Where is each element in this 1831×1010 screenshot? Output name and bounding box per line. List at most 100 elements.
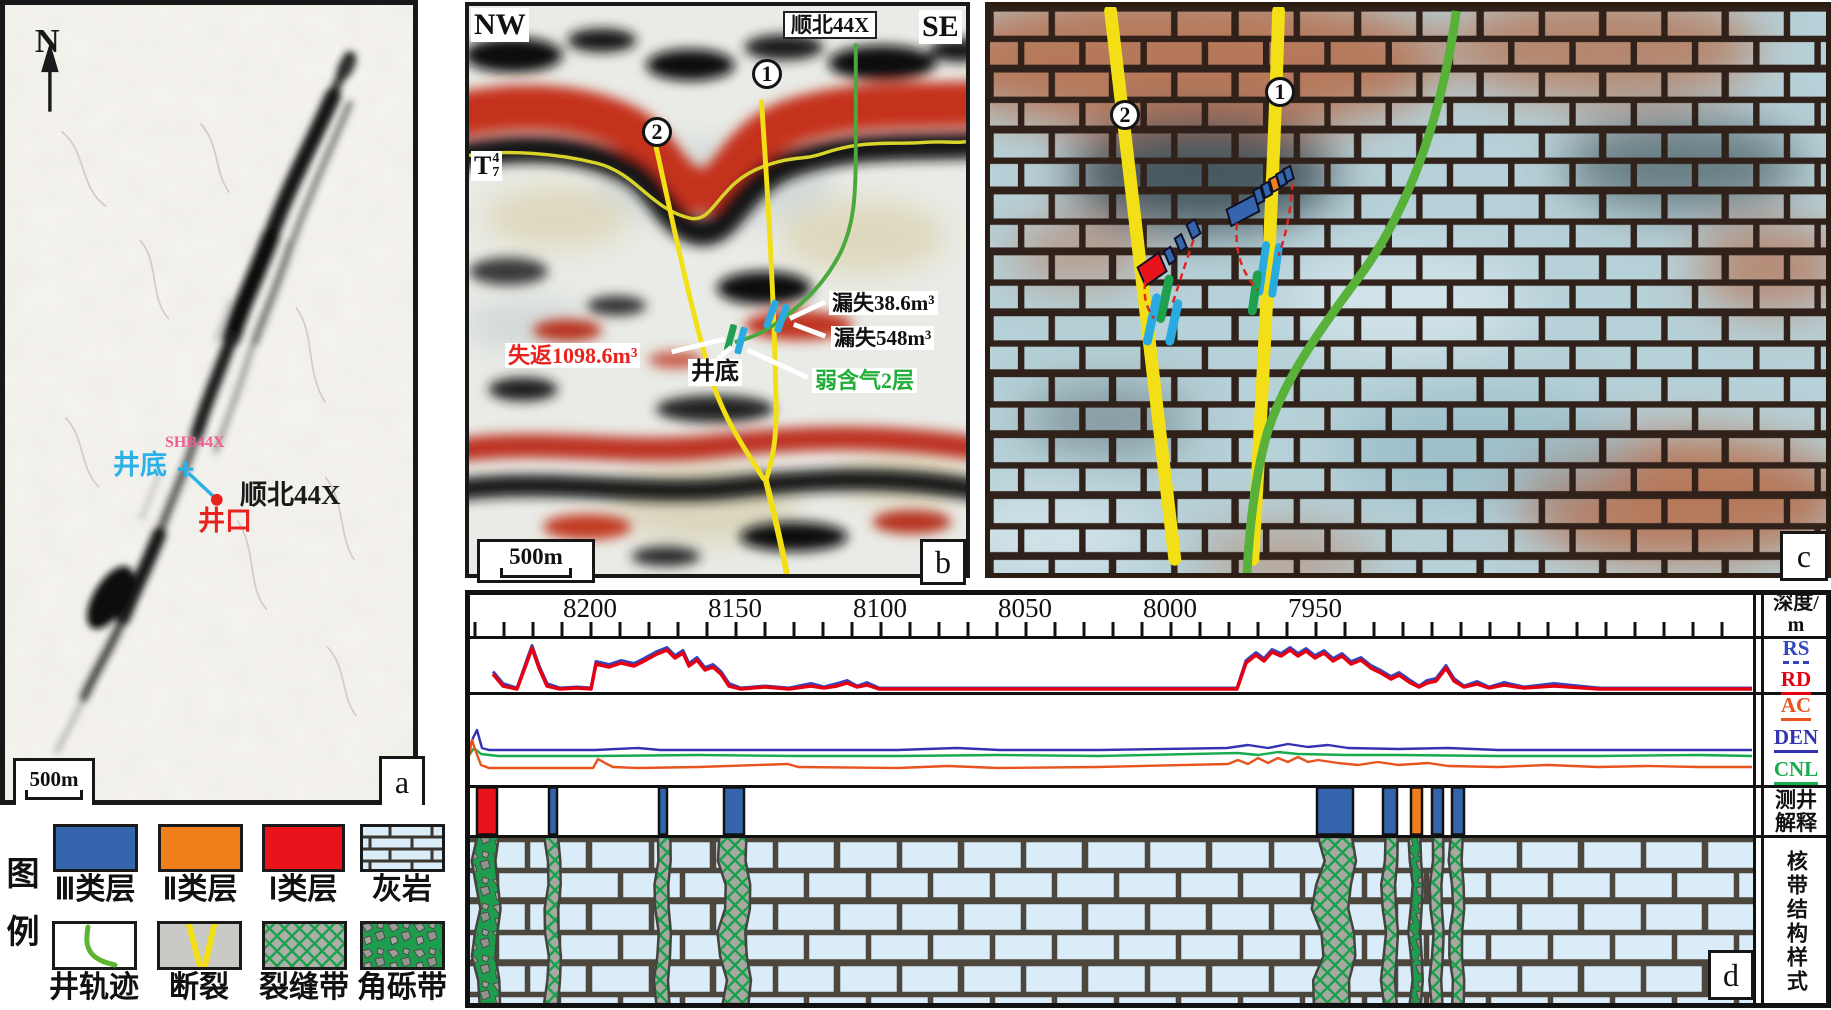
well-trajectory-line-c: [1242, 10, 1461, 573]
depth-labels: 8200 8150 8100 8050 8000 7950: [563, 593, 1342, 623]
ac-curve-label: AC: [1780, 695, 1812, 721]
horizon-sup: 4: [492, 151, 500, 166]
legend: 图 例 Ⅲ类层 Ⅱ类层 Ⅰ类层 灰岩 井轨迹: [0, 805, 465, 1010]
panel-tag-a: a: [379, 756, 425, 808]
total-loss-label: 失返1098.6m³: [505, 343, 641, 369]
interpretation-blocks: [475, 786, 1466, 836]
limestone-track: [468, 836, 1754, 1005]
svg-text:8050: 8050: [998, 593, 1052, 623]
structural-model-image: [990, 7, 1826, 573]
weak-gas-interval-marks: [724, 323, 748, 355]
reservoir-fragments: [1136, 164, 1295, 346]
scale-bracket: [25, 789, 83, 800]
legend-swatch-limestone: [360, 824, 445, 872]
legend-swatch-breccia-zone: [360, 921, 445, 970]
horizon-base: T: [474, 151, 492, 181]
grid-lines: [465, 590, 1831, 1008]
legend-swatch-class1: [262, 824, 345, 872]
svg-text:8000: 8000: [1143, 593, 1197, 623]
panel-a-coherence-map: N SHB44X 井底 顺北44X 井口 500m a: [0, 0, 425, 808]
projection-dashed-lines: [1143, 182, 1294, 320]
well-name-box: 顺北44X: [783, 11, 878, 40]
fault-2-badge-c: 2: [1110, 100, 1140, 130]
legend-title-char-1: 图: [6, 857, 40, 893]
amplitude-blobs: [469, 28, 966, 567]
fracture-zones: [470, 835, 1466, 1006]
mud-loss-2-label: 漏失548m³: [831, 326, 935, 351]
bottomhole-label: 井底: [113, 450, 167, 480]
t74-horizon-line: [469, 139, 966, 221]
well-code-small-label: SHB44X: [165, 434, 225, 451]
panel-b-seismic-section: NW 顺北44X SE 1 2 T 4 7 漏失38.6m³ 漏失548m³ 失…: [465, 2, 970, 585]
legend-swatch-well-path: [52, 921, 137, 970]
legend-label-fault: 断裂: [169, 971, 229, 1004]
svg-text:8100: 8100: [853, 593, 907, 623]
legend-swatch-fault: [157, 920, 242, 971]
coherence-map-image: [5, 5, 413, 800]
loss-interval-marks: [763, 299, 790, 333]
fault-damage-zone: [54, 51, 357, 754]
seismic-section-image: [469, 6, 966, 574]
mud-loss-1-label: 漏失38.6m³: [829, 291, 938, 316]
cnl-curve-label: CNL: [1773, 759, 1819, 785]
fault-2-badge: 2: [642, 117, 672, 147]
resistivity-legend: RS RD: [1765, 637, 1827, 695]
panel-tag-b: b: [920, 539, 966, 585]
wellhead-label: 井口: [198, 506, 252, 536]
scale-bar: 500m: [13, 758, 95, 808]
scale-bracket-b: [500, 568, 572, 578]
interp-title-line1: 测井: [1775, 788, 1817, 813]
interp-title-line2: 解释: [1775, 811, 1817, 835]
bottomhole-label-b: 井底: [688, 359, 742, 387]
svg-text:8150: 8150: [708, 593, 762, 623]
well-path-icon: [84, 924, 118, 968]
log-curves: [466, 644, 1753, 770]
well-position-marks: [177, 461, 223, 506]
legend-swatch-class3: [53, 824, 138, 872]
legend-label-breccia-zone: 角砾带: [357, 971, 447, 1004]
well-name-label: 顺北44X: [240, 480, 341, 510]
north-label: N: [35, 23, 60, 60]
panel-tag-d: d: [1708, 950, 1754, 1000]
scale-text-b: 500m: [509, 544, 563, 569]
porosity-legend: AC DEN CNL: [1765, 695, 1827, 785]
legend-swatch-fracture-zone: [262, 921, 347, 970]
scale-text: 500m: [29, 766, 79, 791]
wellhead-dot: [210, 493, 223, 506]
svg-text:8200: 8200: [563, 593, 617, 623]
fault-1-badge: 1: [752, 59, 782, 89]
structure-track-title: 核带结构样式: [1784, 849, 1809, 994]
legend-label-well-path: 井轨迹: [49, 971, 139, 1004]
panel-c-structural-model: 1 2 c: [985, 2, 1831, 581]
depth-axis-title: 深度/ m: [1765, 593, 1827, 637]
rs-curve-label: RS: [1782, 637, 1810, 664]
scale-bar-b: 500m: [477, 539, 595, 583]
svg-text:7950: 7950: [1288, 593, 1342, 623]
background-fracture-squiggles: [61, 122, 358, 717]
interpretation-track-title: 测井 解释: [1765, 789, 1827, 835]
panel-tag-c: c: [1780, 531, 1828, 581]
legend-label-limestone: 灰岩: [372, 873, 432, 906]
depth-title-line2: m: [1787, 614, 1805, 636]
fault-2-line-c: [1104, 7, 1182, 566]
rd-curve-label: RD: [1780, 668, 1812, 695]
legend-label-fracture-zone: 裂缝带: [259, 971, 349, 1004]
depth-ticks: [473, 622, 1724, 636]
fault-1-badge-c: 1: [1265, 77, 1295, 107]
den-curve-label: DEN: [1773, 727, 1819, 753]
fault-1-line: [758, 99, 779, 481]
callout-pointer-lines: [671, 299, 827, 380]
se-direction-label: SE: [919, 10, 962, 44]
legend-title-char-2: 例: [6, 915, 40, 951]
north-arrow-icon: [41, 42, 59, 112]
fault-merged-line: [762, 476, 790, 574]
horizon-sub: 7: [492, 165, 500, 180]
legend-label-class1: Ⅰ类层: [268, 873, 338, 906]
well-log-chart: 8200 8150 8100 8050 8000 7950: [465, 590, 1831, 1008]
weak-gas-label: 弱含气2层: [812, 368, 918, 394]
depth-title-line1: 深度/: [1773, 592, 1819, 615]
horizon-t74-label: T 4 7: [471, 151, 503, 181]
panel-d-well-log: 8200 8150 8100 8050 8000 7950 深度/ m RS RD AC …: [465, 590, 1831, 1008]
legend-label-class2: Ⅱ类层: [162, 873, 238, 906]
